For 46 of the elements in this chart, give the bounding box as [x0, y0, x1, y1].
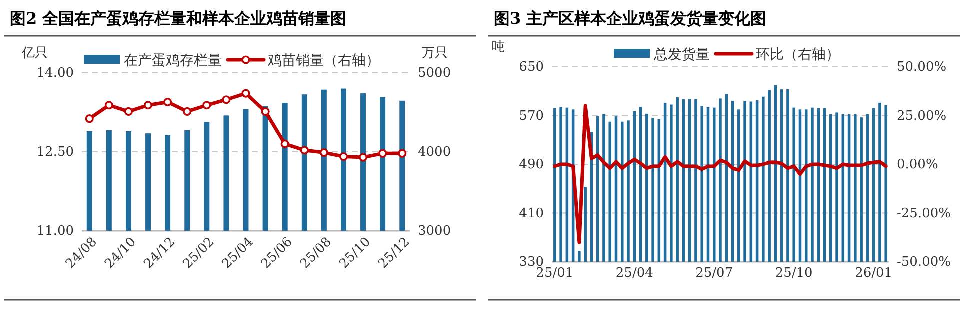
x-tick-label: 26/01 — [855, 266, 893, 282]
chart-title: 图3 主产区样本企业鸡蛋发货量变化图 — [494, 9, 767, 28]
point — [339, 152, 348, 162]
point — [242, 89, 250, 98]
legend-label: 环比（右轴） — [756, 47, 840, 63]
y-tick-label: 570 — [519, 108, 544, 124]
point — [124, 107, 134, 116]
point — [261, 107, 270, 116]
point — [280, 140, 290, 148]
point — [104, 101, 114, 110]
legend-label: 在产蛋鸡存栏量 — [124, 53, 222, 69]
point — [378, 149, 388, 158]
point — [144, 101, 153, 110]
y2-axis-title: 万只 — [422, 46, 448, 61]
y-tick-label: 490 — [519, 158, 544, 173]
chart-title: 图2 全国在产蛋鸡存栏量和样本企业鸡苗销量图 — [10, 9, 347, 28]
point — [300, 146, 309, 155]
point — [183, 107, 192, 116]
y2-tick-label: 4000 — [418, 145, 452, 160]
y-tick-label: 14.00 — [36, 66, 74, 82]
x-tick-label: 25/04 — [616, 266, 654, 282]
point — [164, 98, 172, 107]
y2-tick-label: 0.00% — [897, 158, 938, 173]
legend-label: 总发货量 — [653, 47, 710, 63]
x-tick-label: 25/10 — [775, 266, 813, 282]
y2-tick-label: -25.00% — [897, 206, 951, 222]
legend-label: 鸡苗销量（右轴） — [267, 53, 380, 69]
point — [85, 114, 94, 124]
point — [358, 153, 368, 162]
y2-tick-label: -50.00% — [897, 255, 951, 270]
x-tick-label: 25/07 — [696, 266, 734, 282]
y-tick-label: 650 — [519, 60, 544, 76]
y2-tick-label: 25.00% — [897, 108, 947, 124]
y-axis-title: 吨 — [492, 40, 505, 55]
y2-tick-label: 50.00% — [897, 60, 947, 76]
y2-tick-label: 5000 — [418, 66, 452, 82]
point — [320, 148, 328, 158]
point — [222, 96, 231, 104]
point — [398, 149, 407, 158]
point — [202, 101, 212, 110]
y2-tick-label: 3000 — [418, 224, 452, 240]
y-axis-title: 亿只 — [21, 46, 48, 61]
line-series — [553, 104, 888, 244]
y-tick-label: 12.50 — [36, 145, 74, 160]
y-tick-label: 410 — [519, 206, 544, 222]
y-tick-label: 11.00 — [36, 224, 74, 240]
